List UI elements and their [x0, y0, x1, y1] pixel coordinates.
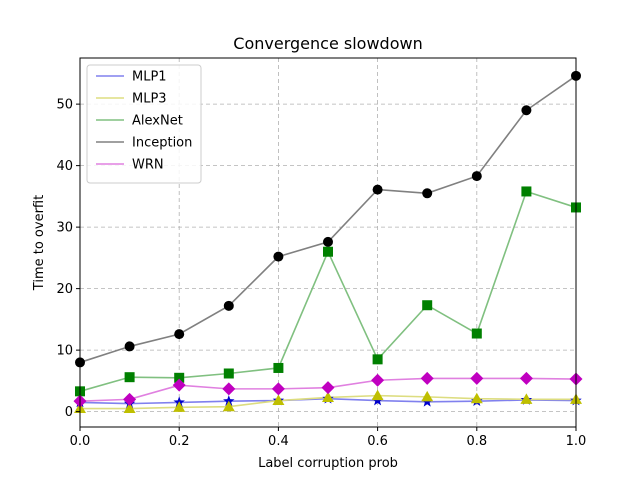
data-point-alexnet	[323, 246, 333, 257]
legend-label: Inception	[132, 136, 192, 151]
data-point-inception	[422, 188, 433, 199]
data-point-alexnet	[124, 372, 135, 383]
x-axis: 0.0 0.2 0.4 0.6 0.8 1.0	[70, 427, 587, 449]
y-tick-label: 40	[56, 159, 73, 174]
y-tick-label: 0	[65, 405, 73, 420]
data-point-wrn	[519, 371, 533, 385]
data-point-wrn	[470, 371, 484, 385]
data-point-wrn	[321, 381, 335, 395]
y-tick-label: 10	[56, 344, 73, 359]
data-point-wrn	[222, 382, 236, 396]
data-point-mlp1	[223, 395, 235, 407]
x-tick-label: 0.8	[466, 434, 487, 449]
legend-label: MLP1	[132, 70, 167, 85]
x-tick-label: 1.0	[566, 434, 587, 449]
data-point-inception	[174, 329, 185, 340]
data-point-mlp3	[421, 390, 434, 402]
data-point-inception	[124, 341, 135, 352]
data-point-wrn	[172, 378, 186, 392]
data-point-wrn	[420, 371, 434, 385]
x-tick-label: 0.6	[367, 434, 388, 449]
series-line-alexnet	[79, 190, 577, 393]
data-point-alexnet	[174, 372, 185, 383]
legend: MLP1 MLP3 AlexNet Inception WRN	[86, 64, 202, 184]
data-point-alexnet	[471, 328, 482, 339]
data-point-mlp3	[222, 400, 235, 412]
data-point-mlp3	[520, 393, 533, 404]
data-point-mlp3	[272, 394, 285, 406]
data-point-alexnet	[521, 186, 532, 197]
data-point-alexnet	[422, 300, 433, 311]
y-axis-label: Time to overfit	[32, 195, 47, 291]
data-point-alexnet	[223, 368, 234, 379]
x-axis-label: Label corruption prob	[258, 456, 398, 471]
x-tick-label: 0.2	[169, 434, 190, 449]
data-point-inception	[273, 251, 284, 262]
data-point-wrn	[371, 373, 385, 387]
y-axis: 0 10 20 30 40 50	[56, 98, 80, 420]
legend-label: MLP3	[132, 92, 167, 107]
data-point-inception	[521, 105, 532, 116]
y-tick-label: 50	[56, 98, 73, 113]
data-point-mlp3	[470, 392, 483, 404]
data-point-inception	[372, 184, 383, 195]
plot-frame	[79, 57, 577, 428]
data-point-inception	[471, 171, 482, 182]
data-point-mlp3	[322, 391, 334, 402]
x-tick-label: 0.0	[70, 434, 91, 449]
chart-title: Convergence slowdown	[233, 34, 422, 53]
data-point-inception	[223, 300, 234, 311]
data-point-inception	[323, 236, 333, 247]
data-point-alexnet	[372, 354, 383, 365]
data-point-alexnet	[273, 362, 284, 373]
data-point-mlp3	[371, 389, 384, 401]
legend-label: AlexNet	[132, 114, 183, 129]
x-tick-label: 0.4	[268, 434, 289, 449]
y-tick-label: 20	[56, 282, 73, 297]
legend-label: WRN	[132, 158, 164, 173]
data-point-mlp3	[123, 402, 136, 414]
grid	[79, 58, 577, 427]
data-point-mlp3	[173, 401, 186, 412]
legend-box	[86, 64, 202, 184]
data-point-wrn	[123, 392, 137, 406]
data-point-wrn	[271, 382, 285, 396]
y-tick-label: 30	[56, 221, 73, 236]
